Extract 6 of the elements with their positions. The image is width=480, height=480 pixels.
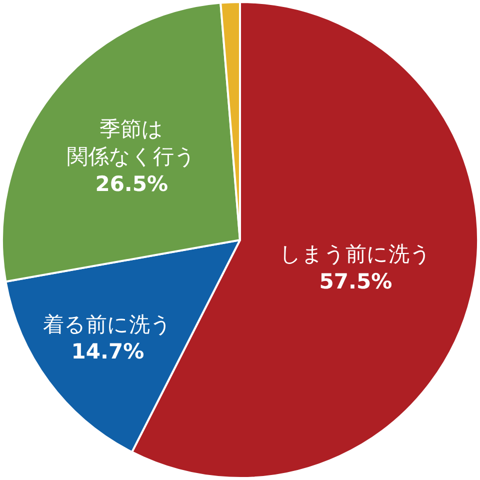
data-label: 14.7% xyxy=(71,340,144,364)
slice-label: 季節は関係なく行う xyxy=(67,117,196,168)
slice-label: しまう前に洗う xyxy=(280,242,432,266)
data-label: 57.5% xyxy=(319,269,392,294)
slice-label: 着る前に洗う xyxy=(43,312,172,336)
data-label: 26.5% xyxy=(95,172,168,196)
